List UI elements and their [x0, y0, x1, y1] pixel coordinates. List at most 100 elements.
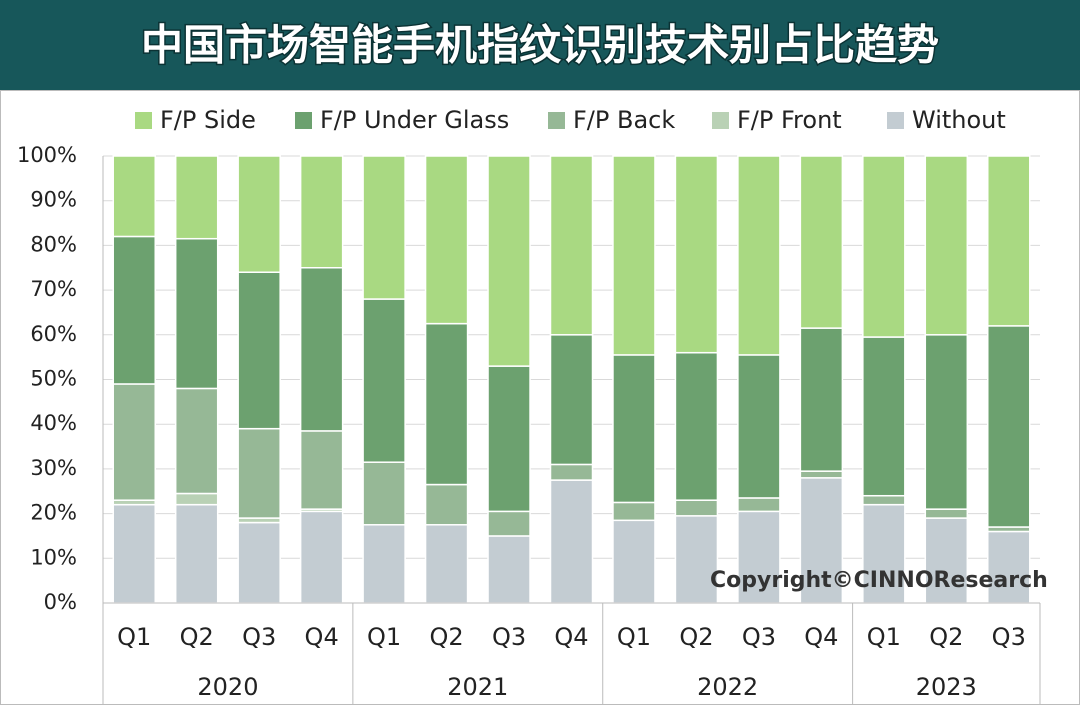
bar-segment: [737, 354, 781, 499]
bar-segment: [862, 503, 906, 604]
bar-segment: [299, 510, 344, 604]
bar-segment: [987, 325, 1031, 528]
y-tick-label: 80%: [30, 232, 77, 256]
y-tick-label: 20%: [30, 501, 77, 525]
chart-title: 中国市场智能手机指纹识别技术别占比趋势: [141, 21, 939, 70]
bar-segment: [362, 298, 406, 463]
x-tick-label: Q2: [929, 623, 963, 651]
bar-segment: [612, 501, 656, 522]
bar-segment: [112, 503, 156, 604]
bar-segment: [237, 271, 281, 430]
bar-segment: [799, 327, 844, 472]
bar-segment: [799, 477, 844, 604]
bar-segment: [362, 524, 406, 604]
legend-label: F/P Back: [573, 106, 675, 134]
x-tick-label: Q1: [867, 623, 901, 651]
y-tick-label: 40%: [30, 411, 77, 435]
bar-segment: [612, 354, 656, 504]
legend-swatch: [712, 112, 729, 129]
x-tick-label: Q3: [242, 623, 276, 651]
bar-segment: [987, 155, 1031, 327]
chart-border: [0, 90, 1080, 705]
bar-segment: [174, 237, 219, 390]
bar-segment: [549, 463, 594, 481]
bar-segment: [112, 235, 156, 385]
x-tick-label: Q2: [679, 623, 713, 651]
bar-segment: [362, 155, 406, 300]
y-tick-label: 50%: [30, 367, 77, 391]
bar-segment: [737, 155, 781, 356]
bar-segment: [174, 155, 219, 240]
legend-label: F/P Side: [160, 106, 256, 134]
bar-segment: [674, 155, 719, 354]
bar-segment: [924, 517, 969, 604]
legend-label: F/P Front: [737, 106, 842, 134]
bar-segment: [612, 519, 656, 604]
bar-segment: [299, 430, 344, 510]
bar-segment: [737, 497, 781, 513]
x-tick-label: Q2: [180, 623, 214, 651]
x-tick-label: Q1: [117, 623, 151, 651]
copyright: Copyright©CINNOResearch: [710, 568, 1048, 593]
bar-segment: [862, 155, 906, 338]
bar-segment: [674, 499, 719, 517]
bar-segment: [799, 470, 844, 479]
bar-segment: [174, 387, 219, 495]
bar-segment: [237, 427, 281, 519]
bar-segment: [299, 267, 344, 432]
legend-swatch: [887, 112, 904, 129]
x-tick-label: Q1: [367, 623, 401, 651]
bar-segment: [112, 383, 156, 501]
bar-segment: [424, 322, 469, 486]
bar-segment: [862, 336, 906, 497]
bar-segment: [549, 155, 594, 336]
x-tick-label: Q2: [429, 623, 463, 651]
x-tick-label: Q4: [554, 623, 588, 651]
bar-segment: [612, 155, 656, 356]
bar-segment: [362, 461, 406, 526]
legend-swatch: [135, 112, 152, 129]
legend-label: Without: [912, 106, 1006, 134]
x-tick-label: Q3: [742, 623, 776, 651]
x-tick-label: Q4: [305, 623, 339, 651]
bar-segment: [424, 524, 469, 604]
y-tick-label: 30%: [30, 456, 77, 480]
bar-segment: [924, 334, 969, 510]
bar-segment: [737, 510, 781, 604]
x-tick-label: Q4: [804, 623, 838, 651]
x-group-label: 2021: [447, 673, 508, 701]
bar-segment: [674, 351, 719, 501]
y-tick-label: 10%: [30, 545, 77, 569]
title-bar: [0, 0, 1080, 90]
bar-segment: [487, 535, 531, 604]
bar-segment: [862, 494, 906, 506]
x-group-label: 2023: [916, 673, 977, 701]
x-tick-label: Q3: [992, 623, 1026, 651]
bar-segment: [549, 479, 594, 604]
bar-segment: [112, 155, 156, 238]
x-group-label: 2020: [197, 673, 258, 701]
legend-swatch: [295, 112, 312, 129]
bar-segment: [174, 503, 219, 604]
y-tick-label: 90%: [30, 188, 77, 212]
x-tick-label: Q1: [617, 623, 651, 651]
x-tick-label: Q3: [492, 623, 526, 651]
bar-segment: [237, 521, 281, 604]
legend-swatch: [548, 112, 565, 129]
bar-segment: [424, 155, 469, 325]
bar-segment: [237, 155, 281, 273]
bar-segment: [799, 155, 844, 329]
y-tick-label: 70%: [30, 277, 77, 301]
bar-segment: [924, 155, 969, 336]
bar-segment: [549, 334, 594, 466]
y-tick-label: 0%: [44, 590, 77, 614]
x-group-label: 2022: [697, 673, 758, 701]
bar-segment: [424, 483, 469, 526]
bar-segment: [487, 365, 531, 513]
bar-segment: [174, 492, 219, 506]
bar-segment: [299, 155, 344, 269]
bar-segment: [924, 508, 969, 519]
y-tick-label: 100%: [17, 143, 77, 167]
bar-segment: [487, 155, 531, 367]
